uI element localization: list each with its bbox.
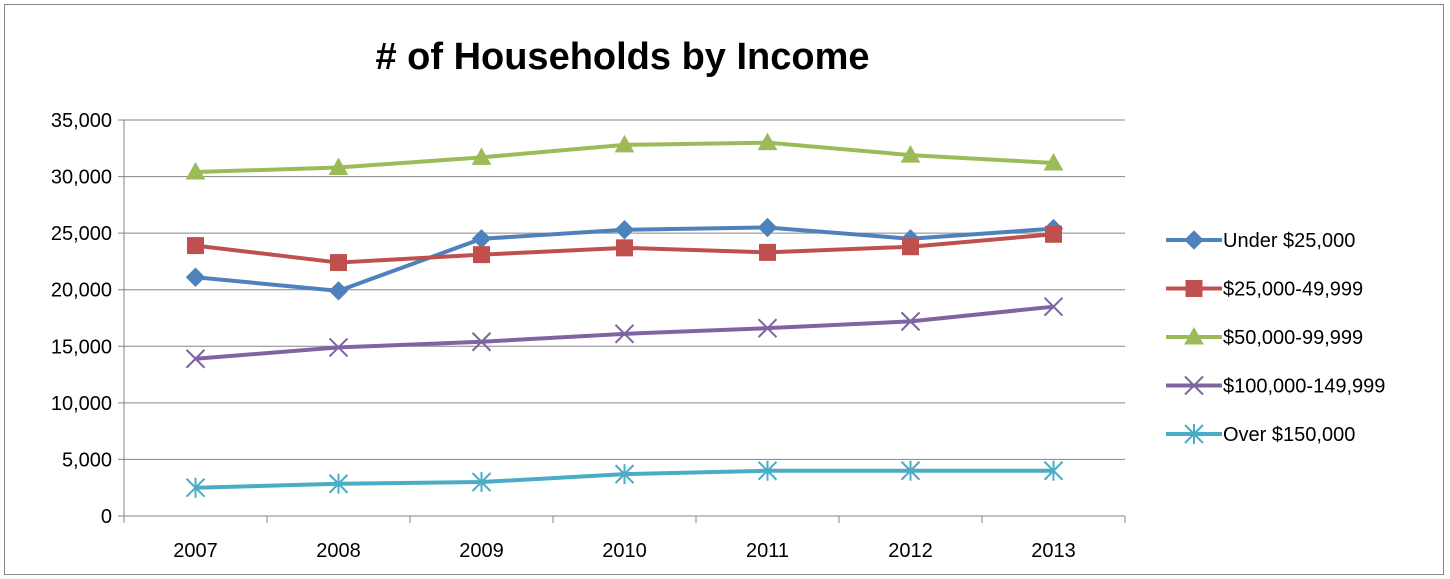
data-point bbox=[900, 460, 921, 481]
y-tick-label: 5,000 bbox=[62, 449, 112, 471]
data-point bbox=[759, 243, 776, 261]
legend-entry: $50,000-99,999 bbox=[1166, 326, 1363, 349]
x-tick-label: 2010 bbox=[602, 540, 647, 562]
y-tick-label: 35,000 bbox=[51, 110, 112, 132]
data-point bbox=[614, 220, 635, 240]
data-point bbox=[471, 332, 492, 352]
legend-label: Under $25,000 bbox=[1223, 230, 1355, 252]
legend-marker bbox=[1184, 424, 1204, 444]
data-point bbox=[471, 472, 492, 493]
data-point bbox=[757, 132, 778, 151]
data-point bbox=[328, 281, 349, 301]
x-tick-label: 2007 bbox=[173, 540, 218, 562]
y-tick-label: 15,000 bbox=[51, 336, 112, 358]
legend-label: Over $150,000 bbox=[1223, 424, 1355, 446]
axes: 0 5,000 10,000 15,000 20,000 25,000 30,000 35,0… bbox=[51, 110, 1126, 562]
y-tick-label: 30,000 bbox=[51, 167, 112, 189]
data-point bbox=[900, 311, 921, 332]
y-tick-label: 0 bbox=[101, 506, 112, 528]
data-point bbox=[757, 217, 778, 238]
legend-entry: Over $150,000 bbox=[1166, 424, 1355, 446]
legend: Under $25,000 $25,000-49,999 $50,000-99,99… bbox=[1166, 230, 1385, 446]
data-point bbox=[471, 147, 492, 165]
x-tick-label: 2008 bbox=[316, 540, 361, 562]
legend-marker bbox=[1185, 280, 1203, 297]
x-tick-label: 2009 bbox=[459, 540, 504, 562]
series-lines bbox=[185, 132, 1064, 498]
legend-marker bbox=[1184, 375, 1204, 396]
legend-label: $100,000-149,999 bbox=[1223, 376, 1385, 398]
data-point bbox=[328, 337, 349, 358]
data-point bbox=[1043, 460, 1064, 481]
legend-entry: $100,000-149,999 bbox=[1166, 376, 1385, 398]
x-tick-label: 2011 bbox=[746, 540, 789, 562]
data-point bbox=[185, 162, 206, 180]
data-point bbox=[187, 237, 204, 255]
data-point bbox=[614, 464, 635, 485]
data-point bbox=[185, 267, 206, 287]
data-point bbox=[1043, 296, 1064, 317]
data-point bbox=[616, 239, 633, 257]
data-point bbox=[185, 349, 206, 369]
series-2 bbox=[185, 132, 1064, 180]
data-point bbox=[757, 318, 778, 338]
data-point bbox=[328, 473, 349, 494]
legend-entry: $25,000-49,999 bbox=[1166, 279, 1363, 301]
series-3 bbox=[185, 296, 1064, 369]
data-point bbox=[328, 157, 349, 176]
data-point bbox=[902, 238, 919, 256]
series-1 bbox=[187, 225, 1062, 272]
legend-marker bbox=[1184, 230, 1204, 250]
data-point bbox=[473, 246, 490, 264]
legend-entry: Under $25,000 bbox=[1166, 230, 1355, 252]
data-point bbox=[614, 324, 635, 344]
data-point bbox=[614, 134, 635, 153]
x-tick-label: 2013 bbox=[1031, 540, 1076, 562]
series-4 bbox=[185, 460, 1064, 498]
legend-label: $25,000-49,999 bbox=[1223, 279, 1363, 301]
data-point bbox=[185, 477, 206, 498]
legend-marker bbox=[1184, 326, 1204, 345]
gridlines bbox=[124, 119, 1125, 460]
data-point bbox=[1045, 225, 1062, 243]
data-point bbox=[471, 229, 492, 249]
y-tick-label: 20,000 bbox=[51, 280, 112, 302]
data-point bbox=[900, 145, 921, 163]
x-tick-label: 2012 bbox=[888, 540, 933, 562]
y-tick-label: 10,000 bbox=[51, 393, 112, 415]
y-tick-label: 25,000 bbox=[51, 223, 112, 245]
chart-title: # of Households by Income bbox=[375, 36, 870, 78]
data-point bbox=[757, 460, 778, 481]
data-point bbox=[330, 254, 347, 272]
data-point bbox=[1043, 152, 1064, 171]
legend-label: $50,000-99,999 bbox=[1223, 327, 1363, 349]
